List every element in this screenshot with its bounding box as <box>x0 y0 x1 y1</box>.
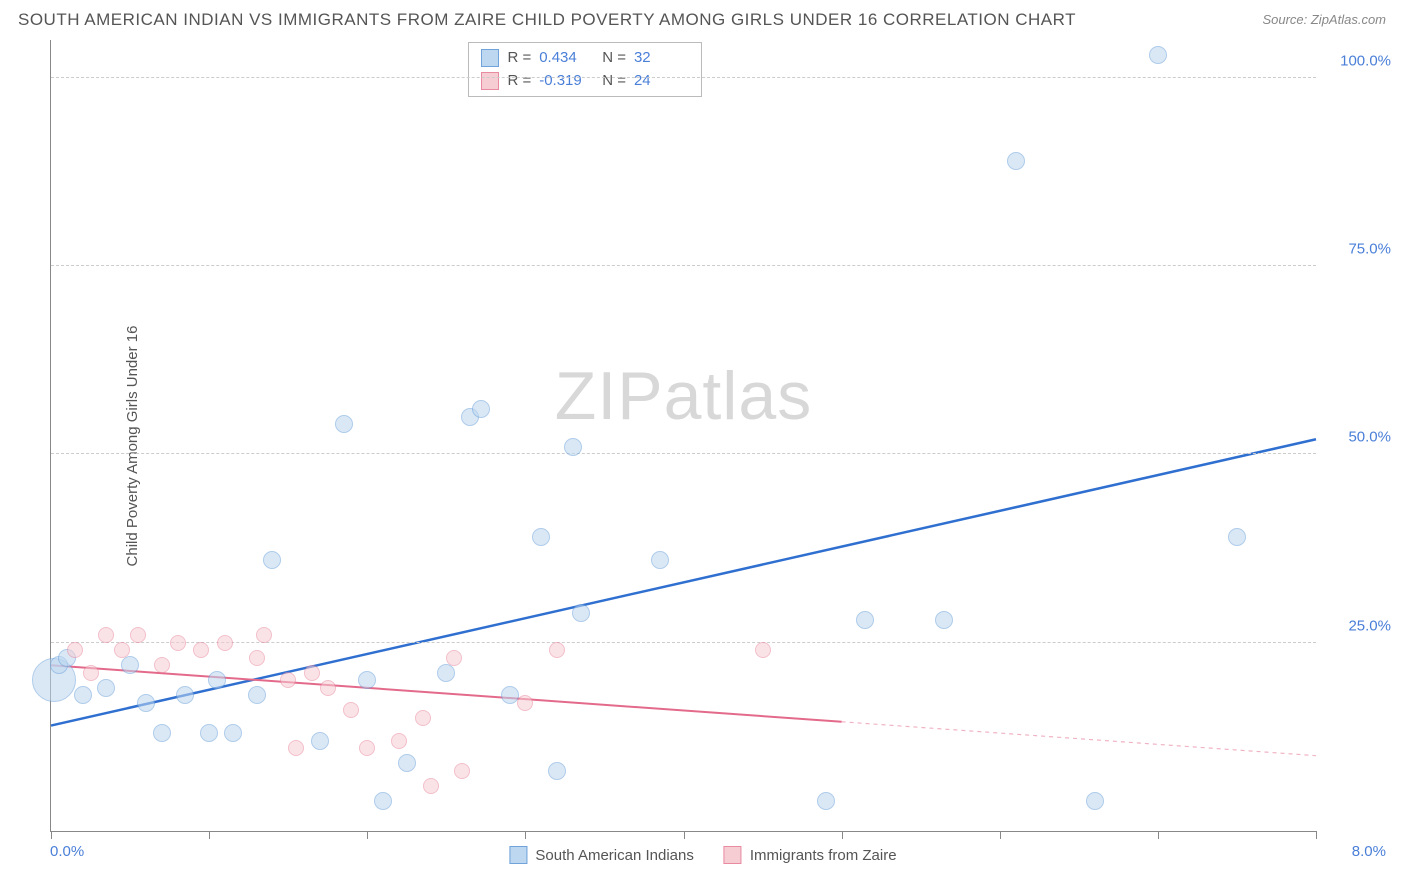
data-point <box>572 604 590 622</box>
data-point <box>935 611 953 629</box>
data-point <box>454 763 470 779</box>
n-label: N = <box>602 47 626 70</box>
legend-series-label: Immigrants from Zaire <box>750 847 897 864</box>
legend-correlation-row: R = 0.434 N = 32 <box>481 47 689 70</box>
data-point <box>193 642 209 658</box>
data-point <box>501 686 519 704</box>
x-tick <box>1000 831 1001 839</box>
gridline <box>51 642 1316 643</box>
data-point <box>398 754 416 772</box>
data-point <box>248 686 266 704</box>
data-point <box>446 650 462 666</box>
data-point <box>304 665 320 681</box>
legend-series-item: Immigrants from Zaire <box>724 846 897 864</box>
data-point <box>98 627 114 643</box>
legend-series-label: South American Indians <box>535 847 693 864</box>
data-point <box>97 679 115 697</box>
data-point <box>391 733 407 749</box>
y-tick-label: 50.0% <box>1348 429 1391 446</box>
x-tick <box>842 831 843 839</box>
data-point <box>1086 792 1104 810</box>
data-point <box>280 672 296 688</box>
gridline <box>51 265 1316 266</box>
legend-series-item: South American Indians <box>509 846 693 864</box>
chart-title: SOUTH AMERICAN INDIAN VS IMMIGRANTS FROM… <box>18 10 1076 30</box>
n-label: N = <box>602 70 626 93</box>
data-point <box>415 710 431 726</box>
x-tick <box>367 831 368 839</box>
trend-lines <box>51 40 1316 831</box>
legend-swatch <box>481 72 499 90</box>
data-point <box>121 656 139 674</box>
data-point <box>335 415 353 433</box>
x-tick <box>1316 831 1317 839</box>
x-tick <box>525 831 526 839</box>
data-point <box>130 627 146 643</box>
data-point <box>137 694 155 712</box>
data-point <box>549 642 565 658</box>
legend-series: South American Indians Immigrants from Za… <box>509 846 896 864</box>
x-axis-max-label: 8.0% <box>1352 843 1386 860</box>
r-value: 0.434 <box>539 47 594 70</box>
data-point <box>288 740 304 756</box>
data-point <box>256 627 272 643</box>
data-point <box>224 724 242 742</box>
data-point <box>564 438 582 456</box>
data-point <box>153 724 171 742</box>
x-axis-min-label: 0.0% <box>50 843 84 860</box>
x-tick <box>684 831 685 839</box>
data-point <box>114 642 130 658</box>
data-point <box>651 551 669 569</box>
gridline <box>51 453 1316 454</box>
data-point <box>1228 528 1246 546</box>
n-value: 24 <box>634 70 689 93</box>
data-point <box>74 686 92 704</box>
n-value: 32 <box>634 47 689 70</box>
r-label: R = <box>507 47 531 70</box>
data-point <box>472 400 490 418</box>
data-point <box>856 611 874 629</box>
data-point <box>517 695 533 711</box>
x-tick <box>1158 831 1159 839</box>
data-point <box>1007 152 1025 170</box>
legend-correlation: R = 0.434 N = 32 R = -0.319 N = 24 <box>468 42 702 97</box>
x-tick <box>51 831 52 839</box>
data-point <box>170 635 186 651</box>
data-point <box>755 642 771 658</box>
data-point <box>817 792 835 810</box>
data-point <box>359 740 375 756</box>
r-value: -0.319 <box>539 70 594 93</box>
data-point <box>217 635 233 651</box>
data-point <box>548 762 566 780</box>
data-point <box>311 732 329 750</box>
data-point <box>154 657 170 673</box>
data-point <box>208 671 226 689</box>
data-point <box>437 664 455 682</box>
legend-swatch <box>481 49 499 67</box>
data-point <box>176 686 194 704</box>
data-point <box>320 680 336 696</box>
y-tick-label: 25.0% <box>1348 617 1391 634</box>
y-tick-label: 75.0% <box>1348 241 1391 258</box>
data-point <box>1149 46 1167 64</box>
legend-swatch <box>509 846 527 864</box>
plot-area: ZIPatlas R =0.434N =32R =-0.319N =24 25.… <box>50 40 1316 832</box>
data-point <box>343 702 359 718</box>
gridline <box>51 77 1316 78</box>
data-point <box>358 671 376 689</box>
legend-correlation-row: R = -0.319 N = 24 <box>481 70 689 93</box>
data-point <box>423 778 439 794</box>
data-point <box>532 528 550 546</box>
data-point <box>263 551 281 569</box>
data-point <box>249 650 265 666</box>
y-tick-label: 100.0% <box>1340 52 1391 69</box>
data-point <box>83 665 99 681</box>
data-point <box>200 724 218 742</box>
source-attribution: Source: ZipAtlas.com <box>1262 12 1386 27</box>
data-point <box>67 642 83 658</box>
r-label: R = <box>507 70 531 93</box>
data-point <box>374 792 392 810</box>
legend-swatch <box>724 846 742 864</box>
x-tick <box>209 831 210 839</box>
